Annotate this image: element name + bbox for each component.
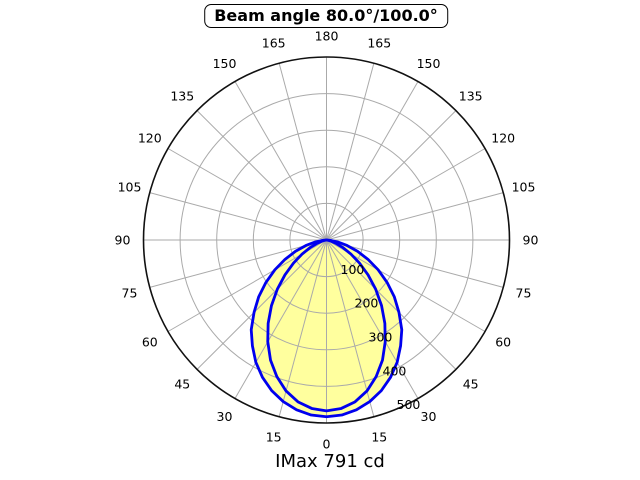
angle-label-180-right: 180 bbox=[315, 29, 339, 44]
angle-label-150-right: 150 bbox=[417, 56, 441, 71]
grid-spoke-45 bbox=[326, 239, 457, 370]
angle-label-135-right: 135 bbox=[459, 88, 483, 103]
grid-spoke-75 bbox=[326, 239, 504, 288]
grid-spoke-120 bbox=[326, 148, 486, 241]
beam-curve-narrow-plane-beam-80deg bbox=[266, 238, 387, 413]
radial-label-200: 200 bbox=[355, 296, 379, 311]
radial-label-400: 400 bbox=[383, 363, 407, 378]
chart-title: Beam angle 80.0°/100.0° bbox=[204, 4, 448, 28]
grid-spoke-105 bbox=[326, 192, 504, 241]
grid-spoke-285 bbox=[149, 239, 327, 288]
grid-spoke-165 bbox=[326, 63, 375, 241]
beam-curve-wide-plane-beam-100deg bbox=[249, 238, 404, 419]
angle-label-45-left: 45 bbox=[174, 377, 190, 392]
radial-tick-labels: 100 200 300 400 500 bbox=[341, 262, 421, 412]
grid-spoke-240 bbox=[167, 148, 327, 241]
angle-label-75-left: 75 bbox=[122, 285, 138, 300]
angle-label-45-right: 45 bbox=[463, 377, 479, 392]
grid-spoke-210 bbox=[234, 81, 327, 241]
grid-spoke-345 bbox=[278, 239, 327, 417]
angle-tick-labels: 0 15 15 30 30 45 45 60 60 75 75 90 90 105 105 120 120 135… bbox=[115, 29, 539, 452]
angle-label-30-right: 30 bbox=[421, 409, 437, 424]
grid-spoke-225 bbox=[196, 110, 327, 241]
angle-label-105-left: 105 bbox=[118, 180, 142, 195]
outer-axis-circle bbox=[142, 56, 511, 424]
grid-spoke-255 bbox=[149, 192, 327, 241]
angle-label-75-right: 75 bbox=[516, 285, 532, 300]
angle-label-60-right: 60 bbox=[495, 335, 511, 350]
angle-label-150-left: 150 bbox=[213, 56, 237, 71]
grid-spoke-15 bbox=[326, 239, 375, 417]
angle-label-0-right: 0 bbox=[323, 437, 331, 452]
radial-label-100: 100 bbox=[341, 262, 365, 277]
grid-spoke-330 bbox=[234, 239, 327, 399]
imax-label: IMax 791 cd bbox=[275, 451, 385, 472]
angle-label-15-right: 15 bbox=[371, 430, 387, 445]
angle-label-135-left: 135 bbox=[170, 88, 194, 103]
angle-label-60-left: 60 bbox=[142, 335, 158, 350]
angle-label-90-left: 90 bbox=[115, 233, 131, 248]
angle-label-30-left: 30 bbox=[217, 409, 233, 424]
beam-curves bbox=[249, 238, 404, 419]
angle-label-15-left: 15 bbox=[266, 430, 282, 445]
angle-label-105-right: 105 bbox=[512, 180, 536, 195]
angle-label-165-right: 165 bbox=[367, 36, 391, 51]
angle-label-120-right: 120 bbox=[491, 131, 515, 146]
grid-spoke-315 bbox=[196, 239, 327, 370]
radial-label-500: 500 bbox=[397, 397, 421, 412]
grid-spoke-30 bbox=[326, 239, 419, 399]
grid-spoke-195 bbox=[278, 63, 327, 241]
angle-label-165-left: 165 bbox=[262, 36, 286, 51]
angle-label-120-left: 120 bbox=[138, 131, 162, 146]
grid-spoke-150 bbox=[326, 81, 419, 241]
radial-label-300: 300 bbox=[369, 329, 393, 344]
angle-label-90-right: 90 bbox=[523, 233, 539, 248]
grid-spoke-135 bbox=[326, 110, 457, 241]
